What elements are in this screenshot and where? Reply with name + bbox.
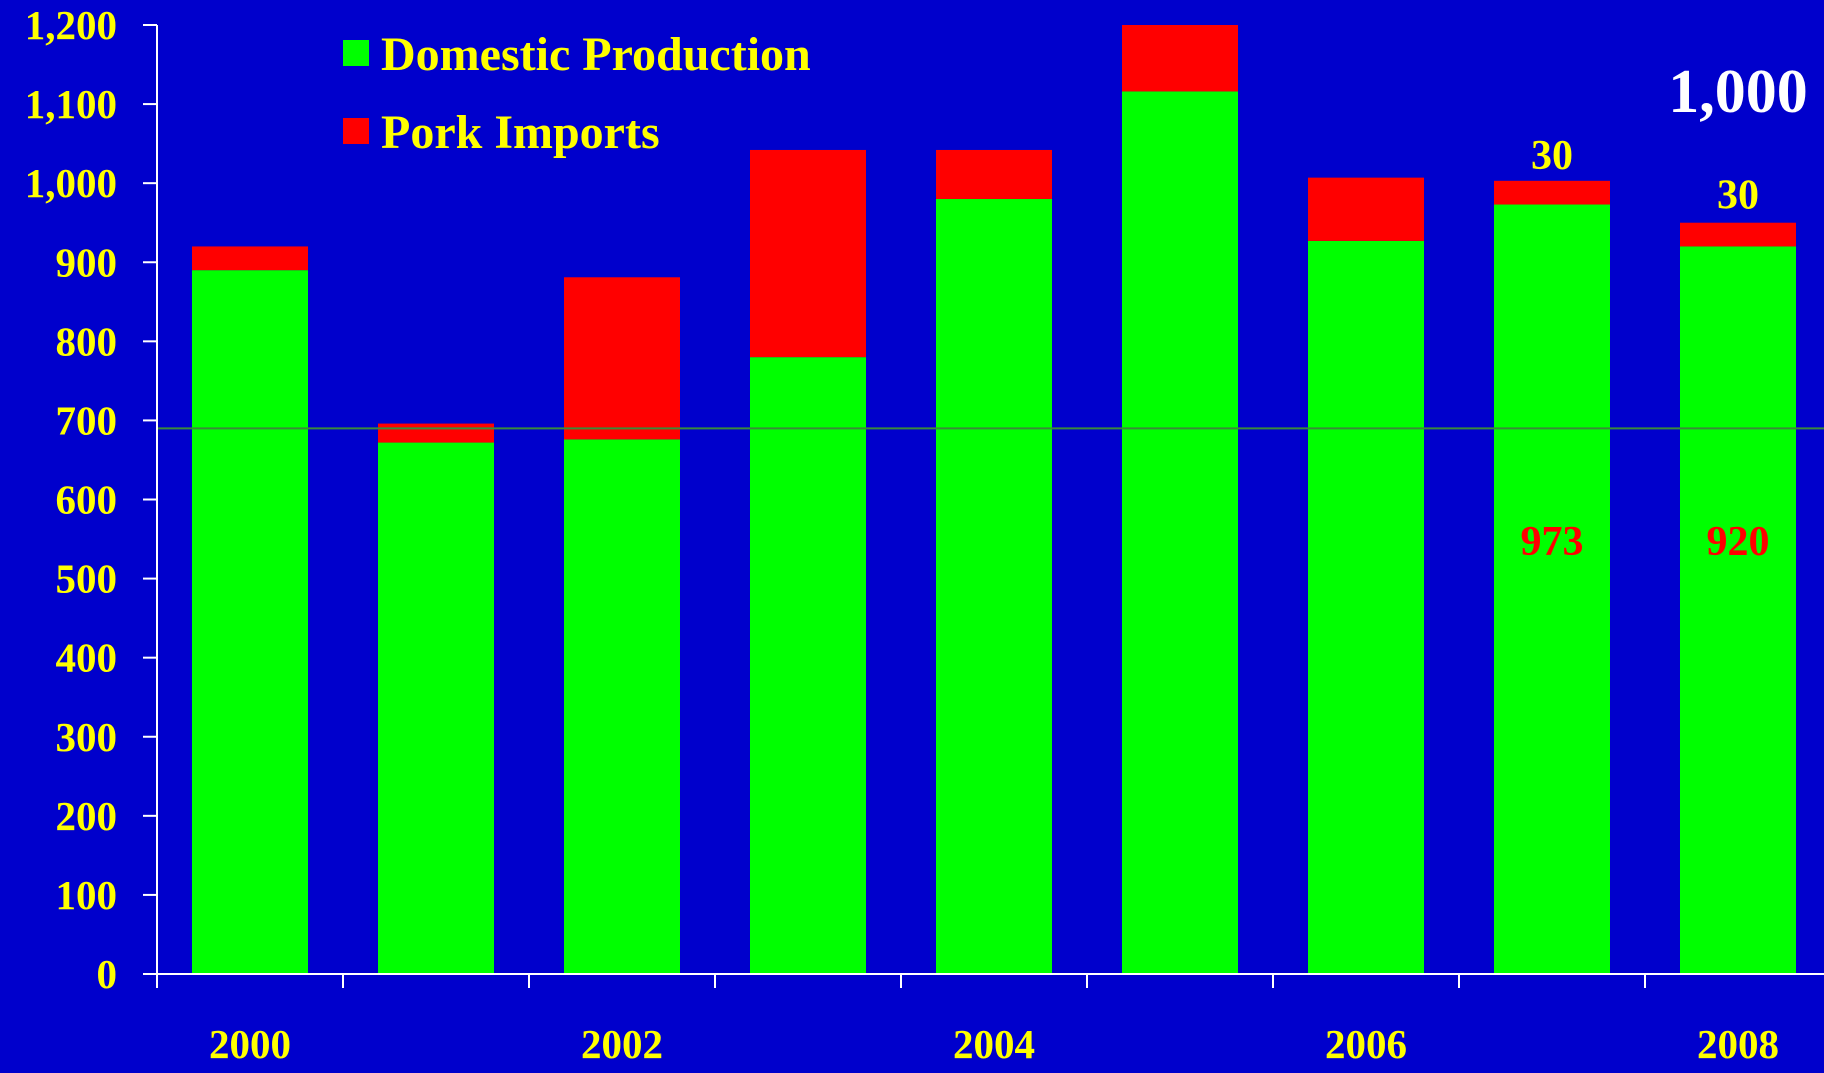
data-annotation: 30 [1717,172,1759,218]
y-tick-label: 0 [97,951,118,997]
legend-swatch [343,40,369,66]
data-annotation: 973 [1521,519,1584,565]
bar-domestic-production [1122,91,1238,975]
legend-label: Pork Imports [381,106,660,159]
y-tick-label: 600 [56,477,118,523]
y-tick-label: 400 [56,635,118,681]
bar-pork-imports [1680,222,1796,247]
data-annotation: 920 [1707,519,1770,565]
y-tick-label: 100 [56,872,118,918]
bar-pork-imports [192,246,308,271]
data-annotation: 1,000 [1668,58,1808,126]
data-annotation: 30 [1531,133,1573,179]
bar-domestic-production [378,442,494,974]
y-tick-label: 300 [56,714,118,760]
bar-domestic-production [750,357,866,974]
bar-pork-imports [1122,25,1238,92]
bar-domestic-production [192,270,308,974]
bar-pork-imports [378,423,494,443]
x-tick-label: 2002 [581,1021,663,1067]
bar-pork-imports [564,277,680,440]
bar-domestic-production [1680,246,1796,974]
y-tick-label: 1,100 [25,81,117,127]
y-tick-label: 1,000 [25,160,117,206]
y-tick-label: 1,200 [25,2,117,48]
bar-domestic-production [1308,240,1424,974]
bar-pork-imports [936,149,1052,199]
bar-pork-imports [1494,180,1610,205]
bar-pork-imports [1308,177,1424,241]
legend-swatch [343,118,369,144]
y-tick-label: 800 [56,318,118,364]
bar-domestic-production [1494,204,1610,974]
bar-domestic-production [936,198,1052,974]
bar-domestic-production [564,439,680,974]
y-tick-label: 900 [56,239,118,285]
x-tick-label: 2006 [1325,1021,1407,1067]
legend-label: Domestic Production [381,28,811,81]
x-tick-label: 2004 [953,1021,1035,1067]
y-tick-label: 500 [56,556,118,602]
x-tick-label: 2000 [209,1021,291,1067]
y-tick-label: 200 [56,793,118,839]
bar-pork-imports [750,149,866,358]
x-tick-label: 2008 [1697,1021,1779,1067]
y-tick-label: 700 [56,397,118,443]
